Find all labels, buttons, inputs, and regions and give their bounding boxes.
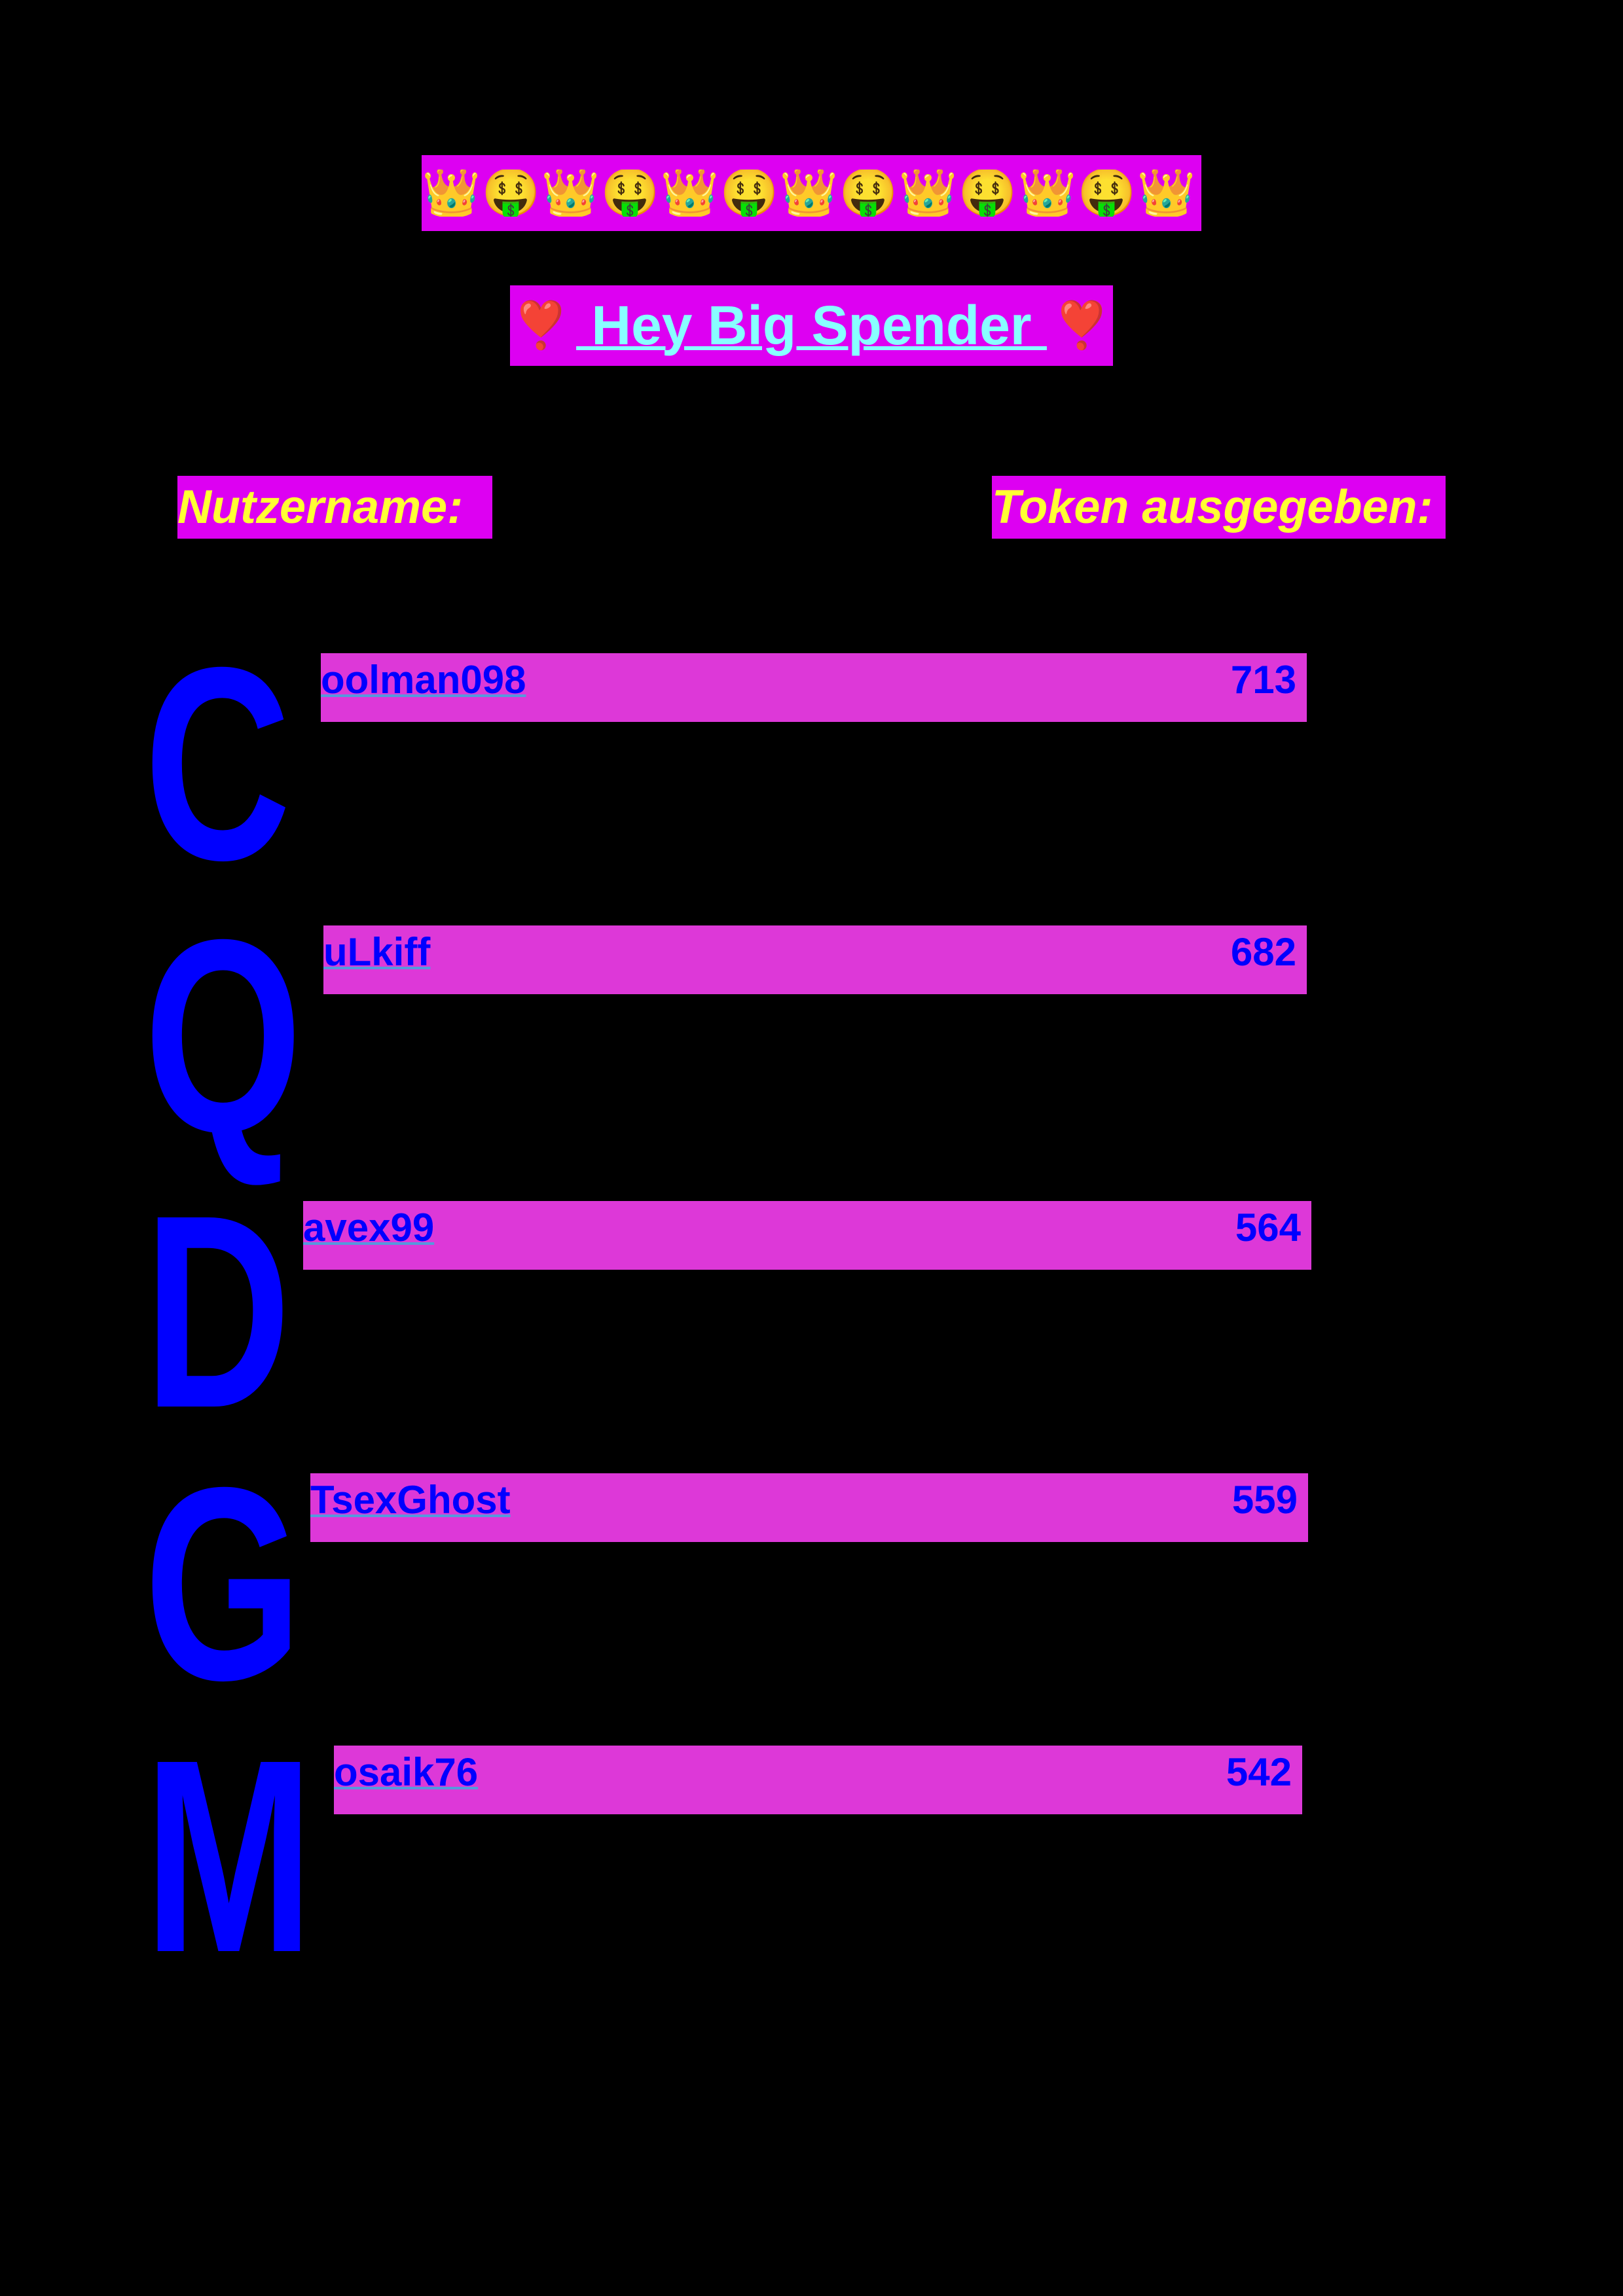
username-link[interactable]: oolman098 <box>321 658 526 702</box>
token-count: 682 <box>1230 930 1296 974</box>
username-column-header: Nutzername: <box>177 476 492 539</box>
row-bar: TsexGhost 559 <box>310 1473 1308 1542</box>
row-bar: oolman098 713 <box>321 653 1307 722</box>
crown-icon: 👑 <box>422 170 481 217</box>
emoji-banner: 👑 🤑 👑 🤑 👑 🤑 👑 🤑 👑 🤑 👑 🤑 👑 <box>422 155 1201 231</box>
heart-exclamation-icon: ❣️ <box>512 299 570 351</box>
row-bar: avex99 564 <box>303 1201 1311 1270</box>
username-initial: G <box>144 1431 302 1738</box>
money-mouth-face-icon: 🤑 <box>600 170 660 217</box>
title-link[interactable]: Hey Big Spender <box>576 295 1047 356</box>
username-link[interactable]: osaik76 <box>334 1750 479 1794</box>
username-link[interactable]: avex99 <box>303 1206 435 1249</box>
username-initial: C <box>144 611 291 918</box>
username-initial: D <box>144 1158 291 1465</box>
crown-icon: 👑 <box>779 170 839 217</box>
username-link[interactable]: uLkiff <box>323 930 431 974</box>
crown-icon: 👑 <box>660 170 720 217</box>
username-initial: M <box>144 1703 314 2010</box>
money-mouth-face-icon: 🤑 <box>958 170 1017 217</box>
token-count: 559 <box>1231 1478 1298 1522</box>
row-bar: uLkiff 682 <box>323 925 1307 994</box>
token-count: 542 <box>1226 1750 1292 1794</box>
crown-icon: 👑 <box>541 170 600 217</box>
page-title: ❣️ Hey Big Spender ❣️ <box>510 285 1113 366</box>
token-count: 713 <box>1230 658 1296 702</box>
crown-icon: 👑 <box>1137 170 1196 217</box>
heart-exclamation-icon: ❣️ <box>1053 299 1111 351</box>
username-link[interactable]: TsexGhost <box>310 1478 511 1522</box>
money-mouth-face-icon: 🤑 <box>1077 170 1137 217</box>
money-mouth-face-icon: 🤑 <box>839 170 898 217</box>
tokens-column-header: Token ausgegeben: <box>992 476 1446 539</box>
crown-icon: 👑 <box>898 170 958 217</box>
token-count: 564 <box>1235 1206 1301 1249</box>
username-initial: Q <box>144 883 302 1190</box>
crown-icon: 👑 <box>1017 170 1077 217</box>
money-mouth-face-icon: 🤑 <box>481 170 541 217</box>
money-mouth-face-icon: 🤑 <box>720 170 779 217</box>
row-bar: osaik76 542 <box>334 1746 1302 1814</box>
